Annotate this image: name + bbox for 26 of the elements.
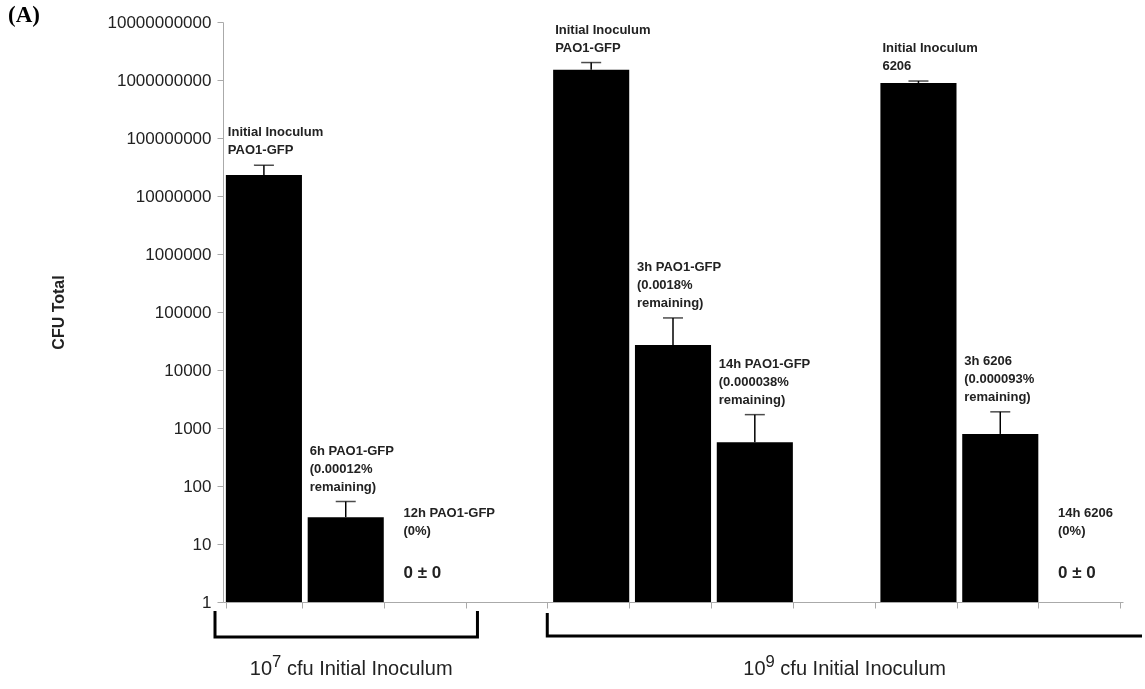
x-tick-label: Initial Inoculum 6206 <box>882 40 978 74</box>
text: 10$^{7}$ cfu Initial Inoculum <box>249 652 453 680</box>
y-tick-label: 10000000 <box>135 186 212 206</box>
x-tick-label: 14h 6206 (0%) <box>1058 505 1113 538</box>
y-tick-label: 100 <box>183 476 212 496</box>
y-tick-label: 10000000000 <box>107 12 212 32</box>
x-tick-label: 14h PAO1-GFP (0.000038% remaining) <box>718 355 811 407</box>
x-tick-label: Initial Inoculum PAO1-GFP <box>555 21 651 55</box>
y-tick-label: 100000000 <box>126 128 212 148</box>
y-tick-label: 10 <box>192 534 212 554</box>
y-tick-label: 10000 <box>164 360 212 380</box>
x-tick-label: Initial Inoculum PAO1-GFP <box>227 124 324 158</box>
y-tick-label: 1000 <box>173 418 212 438</box>
y-tick-label: 1 <box>202 592 212 612</box>
y-tick-label: 100000 <box>154 302 212 322</box>
x-tick-label: 3h 6206 (0.000093% remaining) <box>964 352 1035 404</box>
x-tick-label: 12h PAO1-GFP (0%) <box>403 505 496 538</box>
text: (A) <box>8 2 40 28</box>
text: 0 ± 0 <box>1058 563 1096 582</box>
text: 0 ± 0 <box>403 563 442 582</box>
x-tick-label: 6h PAO1-GFP (0.00012% remaining) <box>309 442 395 494</box>
text: 10$^{9}$ cfu Initial Inoculum <box>743 652 946 680</box>
y-tick-label: 1000000000 <box>116 70 212 90</box>
x-tick-label: 3h PAO1-GFP (0.0018% remaining) <box>636 258 722 310</box>
y-tick-label: 1000000 <box>145 244 212 264</box>
y-axis-title: CFU Total <box>50 275 68 350</box>
